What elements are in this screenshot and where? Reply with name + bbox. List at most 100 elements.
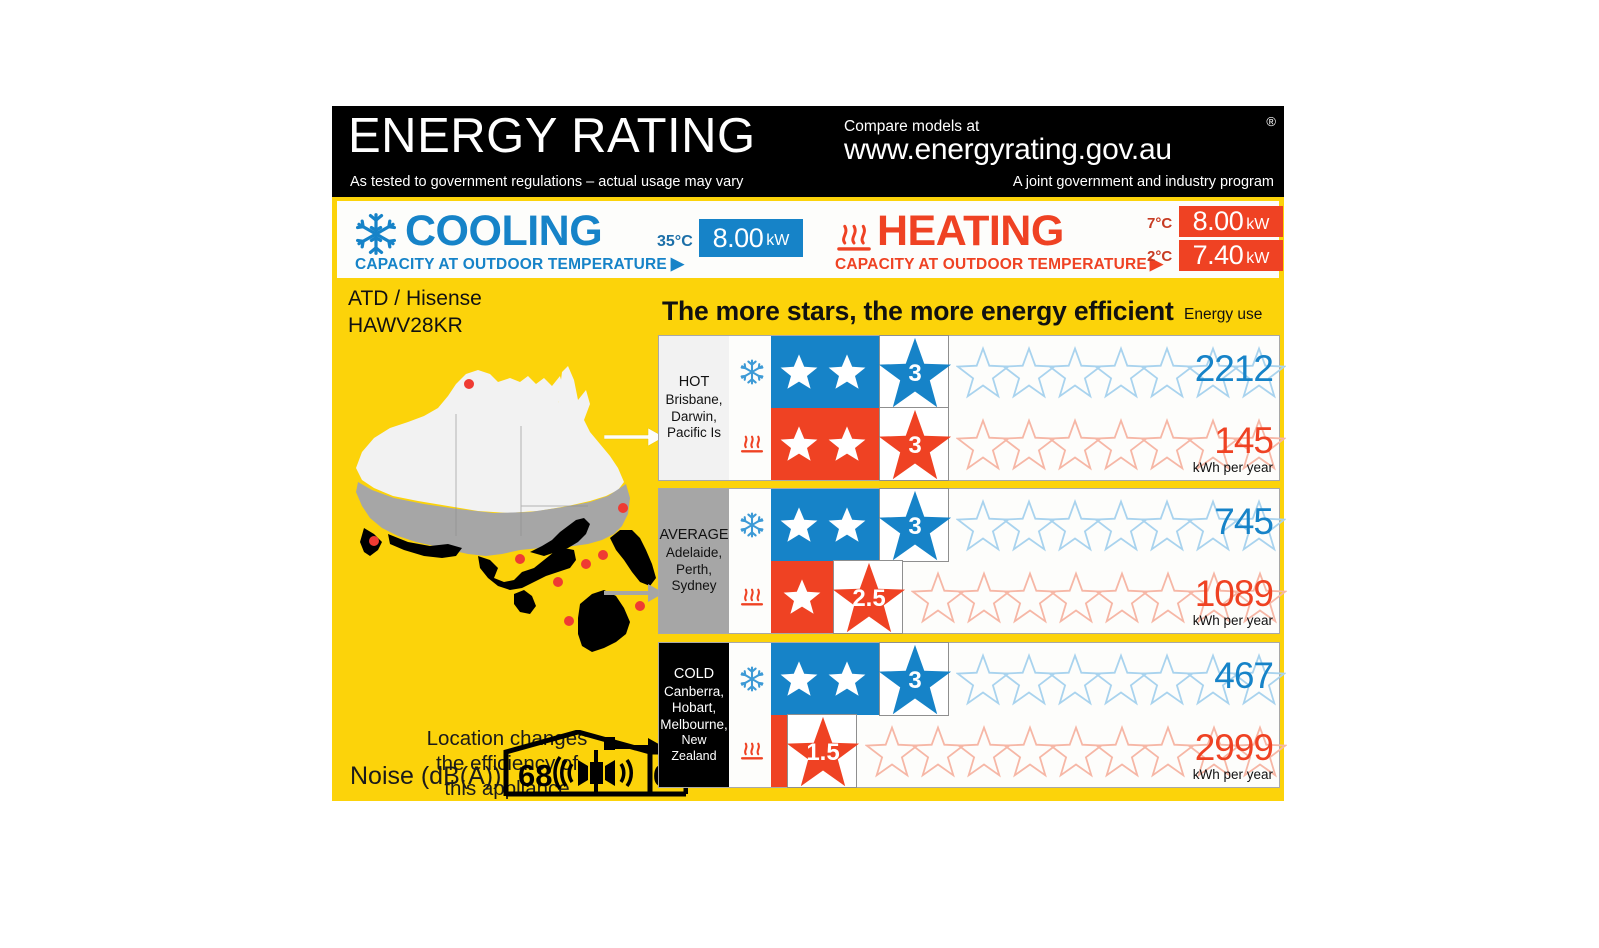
arrow-to-average-zone-icon	[604, 584, 664, 602]
cooling-caption-arrow-icon: ▶	[670, 254, 685, 273]
empty-star-icon	[956, 345, 1010, 399]
zone-panel-hot: HOT Brisbane, Darwin, Pacific Is	[658, 335, 1286, 481]
snowflake-icon	[740, 512, 764, 538]
empty-star-icon	[1048, 498, 1102, 552]
map-city-dots	[369, 379, 645, 626]
zone-cold-heating-row: 1.5	[729, 714, 1287, 788]
empty-star-icon	[1186, 652, 1240, 706]
zone-cold-cooling-energy-use: 467	[1123, 657, 1274, 694]
energyrating-url-link[interactable]: www.energyrating.gov.au	[844, 133, 1172, 166]
filled-star-icon	[828, 426, 866, 461]
rating-star-icon	[878, 409, 952, 480]
cooling-capacity-value: 8.00 kW	[699, 219, 803, 257]
zone-label-average: AVERAGE Adelaide, Perth, Sydney	[659, 489, 729, 633]
energy-use-value: 745	[1214, 501, 1274, 542]
empty-star-icon	[1002, 345, 1056, 399]
empty-star-icon	[1002, 498, 1056, 552]
cooling-caption: CAPACITY AT OUTDOOR TEMPERATURE ▶	[355, 254, 684, 274]
heating-caption-text: CAPACITY AT OUTDOOR TEMPERATURE	[835, 256, 1147, 273]
heating-caption-arrow-icon: ▶	[1149, 254, 1164, 273]
zone-city-cold-1: Hobart,	[671, 700, 717, 716]
zone-hot-cooling-energy-use: 2212	[1123, 350, 1274, 387]
capacity-band: COOLING CAPACITY AT OUTDOOR TEMPERATURE ▶…	[337, 201, 1283, 278]
empty-star-icon	[1232, 652, 1286, 706]
zone-city-average-0: Adelaide,	[665, 545, 723, 561]
zone-name-cold: COLD	[673, 666, 715, 683]
empty-star-icon	[1233, 724, 1287, 778]
zone-name-average: AVERAGE	[659, 527, 729, 544]
zone-hot-cooling-star-strip: 3	[771, 335, 1286, 409]
zone-city-hot-0: Brisbane,	[665, 392, 723, 408]
city-dot-canberra	[581, 559, 591, 569]
filled-star-icon	[783, 579, 821, 614]
zone-label-hot: HOT Brisbane, Darwin, Pacific Is	[659, 336, 729, 480]
map-zone-cold	[360, 518, 590, 614]
energy-use-value: 145	[1214, 420, 1274, 461]
empty-star-icon	[956, 652, 1010, 706]
zone-average-cooling-star-strip: 3	[771, 488, 1286, 562]
heating-kw-unit-2c: kW	[1246, 249, 1270, 267]
empty-star-icon	[1002, 652, 1056, 706]
heat-waves-icon	[740, 588, 764, 606]
filled-star-icon	[780, 661, 818, 696]
empty-star-icon	[1186, 417, 1240, 471]
cooling-capacity-block: COOLING CAPACITY AT OUTDOOR TEMPERATURE ▶…	[337, 201, 807, 278]
zone-hot-heating-energy-use: 145	[1123, 420, 1274, 461]
rating-star-icon	[832, 562, 906, 633]
empty-star-icon	[1049, 570, 1103, 624]
zone-hot-heating-star-strip: 3	[771, 407, 1286, 481]
city-dot-hobart	[564, 616, 574, 626]
city-dot-sydney	[598, 550, 608, 560]
heating-heading: HEATING	[877, 207, 1064, 255]
heat-waves-icon	[740, 742, 764, 760]
heating-kw-number-7c: 8.00	[1192, 206, 1244, 236]
zone-city-average-1: Perth,	[675, 561, 713, 577]
label-header: ENERGY RATING As tested to government re…	[332, 106, 1284, 197]
energy-rating-label: ENERGY RATING As tested to government re…	[332, 106, 1287, 802]
rating-star-icon	[878, 337, 952, 408]
product-brand: ATD / Hisense	[348, 287, 482, 310]
zone-city-average-2: Sydney	[671, 578, 717, 594]
heating-filled-block	[771, 715, 787, 787]
empty-star-icon	[1048, 417, 1102, 471]
empty-star-icon	[911, 570, 965, 624]
zone-hot-cooling-row: 3	[729, 335, 1286, 409]
city-dot-adelaide	[515, 554, 525, 564]
zone-cold-heating-energy-use: 2999	[1123, 727, 1274, 768]
empty-star-icon	[1141, 570, 1195, 624]
city-dot-perth	[369, 536, 379, 546]
empty-star-icon	[1233, 570, 1287, 624]
empty-star-icon	[1094, 345, 1148, 399]
compare-models-label: Compare models at	[844, 118, 980, 135]
zone-label-cold: COLD Canberra, Hobart, Melbourne, New Ze…	[659, 643, 729, 787]
empty-star-icon	[1094, 417, 1148, 471]
joint-program-text: A joint government and industry program	[1012, 174, 1274, 190]
empty-star-icon	[1187, 724, 1241, 778]
empty-star-icon	[1186, 345, 1240, 399]
zone-city-hot-1: Darwin,	[671, 408, 717, 424]
empty-star-icon	[1094, 652, 1148, 706]
heating-kw-unit-7c: kW	[1246, 215, 1270, 233]
heating-star-rating-number: 3	[908, 432, 922, 459]
cooling-heading: COOLING	[405, 207, 603, 255]
filled-star-icon	[828, 354, 866, 389]
snowflake-icon	[740, 666, 764, 692]
heating-star-rating-number: 2.5	[852, 585, 886, 612]
city-dot-brisbane	[618, 503, 628, 513]
empty-star-icon	[1049, 724, 1103, 778]
zone-city-cold-3: New Zealand	[671, 733, 717, 763]
zone-panel-cold: COLD Canberra, Hobart, Melbourne, New Ze…	[658, 642, 1287, 788]
zone-average-heating-star-strip: 2.5	[771, 560, 1287, 634]
energy-use-value: 2999	[1194, 727, 1274, 768]
cooling-caption-text: CAPACITY AT OUTDOOR TEMPERATURE	[355, 256, 667, 273]
noise-indoor-value: 68	[518, 758, 553, 793]
empty-star-icon	[911, 724, 965, 778]
heating-kw-number-2c: 7.40	[1192, 240, 1244, 270]
noise-section: Noise (dB(A))	[346, 730, 696, 802]
empty-star-icon	[957, 724, 1011, 778]
filled-star-icon	[780, 426, 818, 461]
empty-star-icon	[1140, 652, 1194, 706]
empty-star-icon	[1141, 724, 1195, 778]
empty-star-icon	[956, 498, 1010, 552]
empty-star-icon	[1048, 345, 1102, 399]
